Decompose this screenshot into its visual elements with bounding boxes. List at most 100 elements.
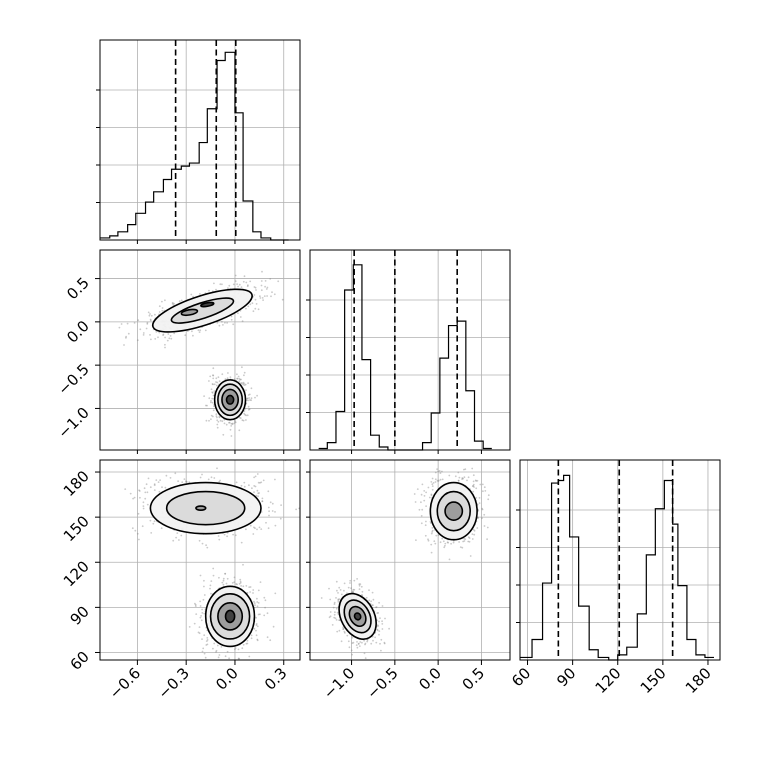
sample-point bbox=[467, 540, 470, 543]
sample-point bbox=[443, 546, 446, 549]
sample-point bbox=[481, 508, 484, 511]
sample-point bbox=[342, 626, 344, 629]
sample-point bbox=[261, 270, 263, 273]
sample-point bbox=[217, 656, 220, 659]
sample-point bbox=[240, 541, 243, 544]
sample-point bbox=[253, 602, 256, 605]
sample-point bbox=[238, 657, 241, 660]
sample-point bbox=[238, 377, 241, 380]
sample-point bbox=[364, 642, 367, 645]
sample-point bbox=[243, 485, 246, 488]
sample-point bbox=[254, 298, 257, 301]
sample-point bbox=[434, 542, 437, 545]
sample-point bbox=[159, 479, 162, 481]
sample-point bbox=[211, 401, 214, 404]
sample-point bbox=[264, 599, 267, 602]
sample-point bbox=[162, 333, 165, 336]
sample-point bbox=[199, 329, 202, 332]
sample-point bbox=[253, 526, 255, 529]
sample-point bbox=[448, 474, 451, 477]
sample-point bbox=[125, 335, 127, 338]
sample-point bbox=[255, 634, 258, 637]
sample-point bbox=[254, 307, 257, 310]
sample-point bbox=[335, 597, 337, 599]
sample-point bbox=[226, 577, 229, 580]
sample-point bbox=[379, 642, 381, 645]
sample-point bbox=[261, 297, 264, 299]
sample-point bbox=[247, 284, 249, 287]
sample-point bbox=[233, 422, 236, 425]
sample-point bbox=[434, 471, 437, 474]
sample-point bbox=[243, 412, 246, 415]
sample-point bbox=[193, 622, 196, 625]
sample-point bbox=[242, 419, 245, 422]
sample-point bbox=[171, 301, 174, 304]
sample-point bbox=[431, 527, 434, 529]
sample-point bbox=[472, 528, 475, 531]
sample-point bbox=[242, 585, 245, 588]
sample-point bbox=[200, 615, 203, 617]
sample-point bbox=[260, 284, 263, 287]
sample-point bbox=[420, 501, 422, 504]
sample-point bbox=[384, 617, 386, 620]
sample-point bbox=[123, 344, 125, 346]
sample-point bbox=[242, 383, 245, 386]
sample-point bbox=[228, 421, 231, 424]
sample-point bbox=[360, 594, 363, 596]
sample-point bbox=[213, 642, 216, 645]
sample-point bbox=[472, 480, 475, 483]
sample-point bbox=[257, 613, 260, 616]
sample-point bbox=[213, 405, 215, 407]
sample-point bbox=[194, 602, 196, 605]
sample-point bbox=[215, 413, 218, 416]
sample-point bbox=[227, 287, 229, 289]
sample-point bbox=[262, 299, 264, 301]
sample-point bbox=[487, 494, 490, 497]
sample-point bbox=[250, 397, 253, 400]
sample-point bbox=[146, 503, 149, 506]
sample-point bbox=[351, 591, 354, 594]
sample-point bbox=[215, 288, 217, 291]
sample-point bbox=[169, 477, 172, 479]
sample-point bbox=[150, 532, 153, 534]
sample-point bbox=[198, 626, 201, 628]
sample-point bbox=[249, 524, 252, 527]
sample-point bbox=[231, 582, 234, 584]
sample-point bbox=[270, 295, 272, 298]
sample-point bbox=[339, 589, 342, 591]
sample-point bbox=[361, 590, 364, 593]
sample-point bbox=[434, 481, 437, 483]
sample-point bbox=[249, 591, 252, 593]
sample-point bbox=[444, 544, 446, 547]
sample-point bbox=[203, 579, 205, 582]
sample-point bbox=[377, 625, 380, 627]
sample-point bbox=[461, 478, 463, 480]
sample-point bbox=[210, 401, 212, 404]
panel-frame bbox=[309, 459, 511, 661]
sample-point bbox=[484, 490, 487, 492]
sample-point bbox=[266, 612, 269, 615]
sample-point bbox=[436, 468, 438, 470]
sample-point bbox=[246, 639, 249, 642]
sample-point bbox=[238, 283, 241, 286]
sample-point bbox=[355, 644, 358, 647]
sample-point bbox=[241, 382, 244, 385]
sample-point bbox=[206, 639, 209, 641]
sample-point bbox=[271, 502, 274, 505]
sample-point bbox=[215, 384, 218, 387]
sample-point bbox=[274, 478, 276, 481]
sample-point bbox=[134, 529, 137, 532]
sample-point bbox=[184, 334, 187, 337]
sample-point bbox=[374, 636, 376, 639]
sample-point bbox=[340, 593, 343, 596]
sample-point bbox=[463, 476, 466, 479]
sample-point bbox=[254, 396, 256, 399]
sample-point bbox=[199, 616, 202, 619]
sample-point bbox=[237, 648, 240, 651]
sample-point bbox=[219, 479, 222, 482]
sample-point bbox=[280, 504, 282, 506]
sample-point bbox=[149, 318, 152, 321]
sample-point bbox=[472, 485, 475, 487]
sample-point bbox=[245, 307, 247, 310]
histogram-panel-p2 bbox=[516, 459, 721, 661]
